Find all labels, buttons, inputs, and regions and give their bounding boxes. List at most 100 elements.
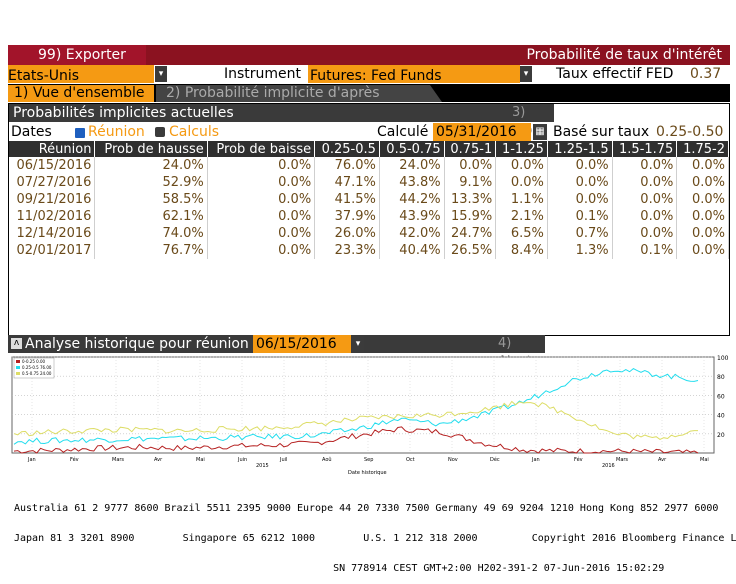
instrument-select[interactable]: Futures: Fed Funds — [308, 65, 520, 84]
chevron-down-icon[interactable]: ▾ — [155, 66, 167, 82]
tab-overview[interactable]: 1) Vue d'ensemble — [8, 85, 154, 102]
col-header[interactable]: 0.25-0.5 — [314, 141, 380, 157]
calcule-label: Calculé — [377, 124, 429, 140]
col-header[interactable]: Réunion — [9, 141, 96, 157]
table-row[interactable]: 02/01/2017 76.7% 0.0% 23.3% 40.4% 26.5% 8.4% 1.… — [9, 242, 729, 259]
chevron-down-icon[interactable]: ▾ — [352, 336, 364, 352]
x-tick-label: Oct — [406, 457, 415, 463]
probability-cell: 26.0% — [314, 225, 380, 242]
table-row[interactable]: 12/14/2016 74.0% 0.0% 26.0% 42.0% 24.7% 6.5% 0.… — [9, 225, 729, 242]
country-select[interactable]: Etats-Unis — [8, 65, 154, 84]
x-tick-label: Jan — [27, 457, 36, 463]
probability-cell: 0.0% — [676, 242, 729, 259]
year-label: 2015 — [256, 463, 269, 469]
probability-cell: 0.0% — [612, 191, 678, 208]
probability-cell: 26.5% — [444, 242, 497, 259]
footer-line-2: Japan 81 3 3201 8900 Singapore 65 6212 1… — [14, 533, 736, 544]
tab-futures-probability[interactable]: 2) Probabilité implicite d'après futures — [156, 85, 430, 118]
history-chart-svg: 100 80 60 40 20 Jan Fév Mars Avr Mai Juin Juil Aoû Se… — [11, 355, 729, 476]
x-tick-label: Sep — [364, 457, 373, 463]
col-header[interactable]: Prob de baisse — [207, 141, 316, 157]
col-header[interactable]: 0.75-1 — [444, 141, 497, 157]
calculs-label: Calculs — [169, 124, 219, 140]
base-label: Basé sur taux — [553, 124, 650, 140]
legend-swatch — [16, 366, 20, 369]
history-date-value: 06/15/2016 — [256, 336, 337, 352]
probability-cell: 13.3% — [444, 191, 497, 208]
options-row: Dates Réunion Calculs Calculé 05/31/2016… — [9, 123, 729, 141]
probability-cell: 2.1% — [495, 208, 548, 225]
table-row[interactable]: 06/15/2016 24.0% 0.0% 76.0% 24.0% 0.0% 0.0% 0.0… — [9, 157, 729, 174]
probability-cell: 37.9% — [314, 208, 380, 225]
y-tick-label: 20 — [717, 432, 725, 439]
probability-cell: 0.0% — [612, 225, 678, 242]
probability-cell: 0.0% — [547, 174, 613, 191]
instrument-value: Futures: Fed Funds — [310, 68, 442, 84]
radio-reunion[interactable] — [74, 127, 86, 139]
probability-cell: 0.0% — [495, 157, 548, 174]
probability-cell: 47.1% — [314, 174, 380, 191]
legend-swatch — [16, 372, 20, 375]
collapse-icon[interactable]: ʌ — [11, 338, 22, 349]
meeting-date-cell: 07/27/2016 — [9, 174, 96, 191]
x-tick-label: Mai — [700, 457, 709, 463]
table-row[interactable]: 09/21/2016 58.5% 0.0% 41.5% 44.2% 13.3% 1.1% 0.… — [9, 191, 729, 208]
probability-cell: 41.5% — [314, 191, 380, 208]
calendar-icon[interactable]: ▦ — [533, 124, 547, 140]
history-label: Analyse historique pour réunion — [25, 336, 249, 352]
section-header: Probabilités implicites actuelles 3) Ajo… — [9, 104, 554, 138]
page-title: Probabilité de taux d'intérêt — [526, 47, 722, 63]
radio-calculs[interactable] — [155, 127, 165, 137]
probability-cell: 58.5% — [94, 191, 208, 208]
probability-cell: 8.4% — [495, 242, 548, 259]
col-header[interactable]: 1.5-1.75 — [612, 141, 678, 157]
year-label: 2016 — [602, 463, 615, 469]
x-tick-label: Avr — [154, 457, 163, 463]
series-line-0-0.25 — [13, 426, 699, 454]
x-tick-label: Nov — [448, 457, 458, 463]
probability-cell: 1.3% — [547, 242, 613, 259]
table-row[interactable]: 07/27/2016 52.9% 0.0% 47.1% 43.8% 9.1% 0.0% 0.0… — [9, 174, 729, 191]
eff-rate-value: 0.37 — [690, 66, 722, 82]
col-header[interactable]: 1-1.25 — [495, 141, 548, 157]
probability-cell: 0.0% — [495, 174, 548, 191]
probability-cell: 9.1% — [444, 174, 497, 191]
probability-cell: 0.0% — [676, 225, 729, 242]
meeting-date-cell: 11/02/2016 — [9, 208, 96, 225]
probability-cell: 76.0% — [314, 157, 380, 174]
x-tick-label: Mars — [616, 457, 628, 463]
probability-cell: 24.0% — [379, 157, 445, 174]
table-header-row: Réunion Prob de hausse Prob de baisse 0.… — [9, 141, 729, 157]
probability-cell: 0.0% — [676, 174, 729, 191]
probability-cell: 24.7% — [444, 225, 497, 242]
x-tick-label: Fév — [574, 456, 583, 463]
probability-cell: 0.0% — [676, 191, 729, 208]
chevron-down-icon[interactable]: ▾ — [520, 66, 532, 82]
col-header[interactable]: 0.5-0.75 — [379, 141, 445, 157]
meeting-date-cell: 06/15/2016 — [9, 157, 96, 174]
footer-line-3: SN 778914 CEST GMT+2:00 H202-391-2 07-Ju… — [14, 563, 665, 574]
probability-cell: 0.0% — [207, 191, 316, 208]
probability-cell: 76.7% — [94, 242, 208, 259]
calcule-date-input[interactable]: 05/31/2016 — [433, 123, 531, 141]
legend-entry: 0.25-0.5 76.00 — [22, 365, 52, 370]
footer-line-1: Australia 61 2 9777 8600 Brazil 5511 239… — [14, 503, 719, 514]
probability-cell: 24.0% — [94, 157, 208, 174]
y-tick-label: 60 — [717, 393, 725, 400]
tab-corner — [430, 85, 442, 102]
eff-rate-label: Taux effectif FED — [556, 66, 674, 82]
col-header[interactable]: Prob de hausse — [94, 141, 208, 157]
export-button[interactable]: 99) Exporter — [8, 45, 146, 65]
probability-cell: 0.0% — [444, 157, 497, 174]
probability-cell: 0.0% — [207, 174, 316, 191]
selector-row: Etats-Unis ▾ Instrument Futures: Fed Fun… — [8, 65, 730, 84]
probability-cell: 0.0% — [676, 157, 729, 174]
col-header[interactable]: 1.75-2 — [676, 141, 729, 157]
x-tick-label: Aoû — [322, 456, 332, 463]
x-tick-label: Jan — [531, 457, 540, 463]
table-row[interactable]: 11/02/2016 62.1% 0.0% 37.9% 43.9% 15.9% 2.1% 0.… — [9, 208, 729, 225]
history-date-select[interactable]: 06/15/2016 — [253, 335, 351, 353]
x-tick-label: Fév — [70, 456, 79, 463]
x-tick-label: Mars — [112, 457, 124, 463]
col-header[interactable]: 1.25-1.5 — [547, 141, 613, 157]
